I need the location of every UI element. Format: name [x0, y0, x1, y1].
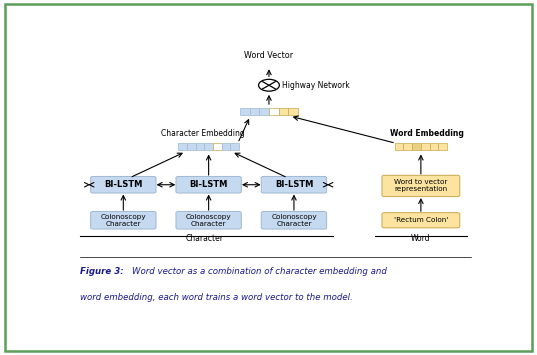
- Bar: [240, 108, 250, 115]
- Bar: [412, 143, 421, 151]
- Bar: [438, 143, 447, 151]
- Text: Character Embedding: Character Embedding: [161, 129, 244, 138]
- FancyBboxPatch shape: [262, 212, 326, 229]
- Text: Colonoscopy
Character: Colonoscopy Character: [271, 214, 317, 227]
- Bar: [288, 108, 297, 115]
- Bar: [222, 143, 230, 151]
- Bar: [395, 143, 403, 151]
- Text: Highway Network: Highway Network: [282, 81, 350, 90]
- Bar: [403, 143, 412, 151]
- Bar: [213, 143, 222, 151]
- Bar: [430, 143, 438, 151]
- Text: 'Rectum Colon': 'Rectum Colon': [394, 217, 448, 223]
- Bar: [187, 143, 195, 151]
- Text: BI-LSTM: BI-LSTM: [104, 180, 142, 189]
- Text: BI-LSTM: BI-LSTM: [190, 180, 228, 189]
- Text: word embedding, each word trains a word vector to the model.: word embedding, each word trains a word …: [79, 293, 352, 302]
- Text: Colonoscopy
Character: Colonoscopy Character: [186, 214, 231, 227]
- FancyBboxPatch shape: [382, 213, 460, 228]
- FancyBboxPatch shape: [382, 175, 460, 197]
- Bar: [259, 108, 269, 115]
- Text: Word vector as a combination of character embedding and: Word vector as a combination of characte…: [132, 267, 387, 275]
- FancyBboxPatch shape: [176, 212, 241, 229]
- Bar: [195, 143, 204, 151]
- Text: Word Vector: Word Vector: [244, 51, 294, 60]
- Text: Colonoscopy
Character: Colonoscopy Character: [100, 214, 146, 227]
- Text: Character: Character: [185, 235, 223, 244]
- Bar: [279, 108, 288, 115]
- Text: BI-LSTM: BI-LSTM: [275, 180, 313, 189]
- Text: Word: Word: [411, 235, 431, 244]
- FancyBboxPatch shape: [91, 212, 156, 229]
- Text: Figure 3:: Figure 3:: [79, 267, 126, 275]
- FancyBboxPatch shape: [91, 176, 156, 193]
- FancyBboxPatch shape: [262, 176, 326, 193]
- Bar: [269, 108, 279, 115]
- FancyBboxPatch shape: [176, 176, 241, 193]
- Text: Word Embedding: Word Embedding: [390, 129, 464, 138]
- Text: Word to vector
representation: Word to vector representation: [394, 179, 447, 192]
- Bar: [230, 143, 239, 151]
- Bar: [178, 143, 187, 151]
- Bar: [421, 143, 430, 151]
- Bar: [204, 143, 213, 151]
- Bar: [250, 108, 259, 115]
